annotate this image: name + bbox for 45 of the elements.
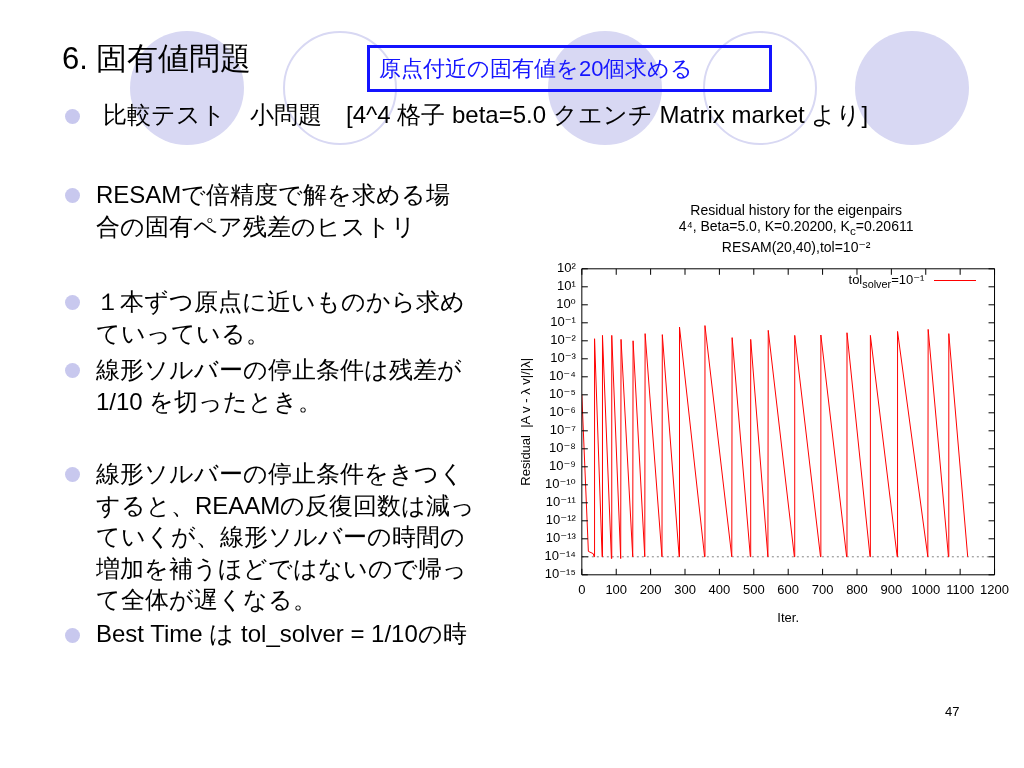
y-tick-label: 10⁻⁴ [548,368,576,384]
x-tick-label: 1200 [980,582,1009,598]
y-tick-label: 10⁻⁵ [549,386,576,402]
y-tick-label: 10¹ [557,278,577,294]
y-tick-label: 10⁻¹³ [545,530,577,546]
x-tick-label: 0 [578,582,586,598]
y-tick-label: 10⁻⁹ [548,458,576,474]
y-tick-label: 10⁻³ [550,350,577,366]
y-tick-label: 10⁻¹² [545,512,577,528]
x-tick-label: 1100 [946,582,975,598]
y-tick-label: 10⁻² [550,332,577,348]
x-tick-label: 700 [811,582,834,598]
x-tick-label: 500 [742,582,765,598]
y-tick-label: 10⁻¹ [550,314,577,330]
x-tick-label: 800 [846,582,868,598]
y-tick-label: 10² [557,260,577,276]
text: 比較テスト 小問題 [4^4 格子 beta=5.0 クエンチ Matrix market より] [103,100,869,130]
y-tick-label: 10⁻¹¹ [545,494,577,510]
y-tick-label: 10⁻⁶ [549,404,576,420]
y-tick-label: 10⁻¹⁵ [544,566,576,582]
x-tick-label: 300 [674,582,696,598]
y-tick-label: 10⁻¹⁰ [544,476,576,492]
text: 線形ソルバーの停止条件をきつくすると、REAAMの反復回数は減っていくが、線形ソルバーの時間の増加を補うほどではないので帰って全体が遅くなる。 [96,459,477,615]
text: 47 [945,704,960,721]
text: Best Time は tol_solver = 1/10の時 [96,619,468,648]
x-tick-label: 200 [639,582,662,598]
x-tick-label: 900 [880,582,903,598]
text: 原点付近の固有値を20個求める [367,45,772,92]
x-tick-label: 1000 [911,582,941,598]
text: 6. 固有値問題 [62,40,252,78]
x-tick-label: 600 [777,582,800,598]
x-tick-label: 400 [708,582,731,598]
y-tick-label: 10⁻⁸ [549,440,576,456]
text: RESAMで倍精度で解を求める場合の固有ペア残差のヒストリ [96,180,452,242]
text: 線形ソルバーの停止条件は残差が1/10 を切ったとき。 [96,355,463,417]
y-tick-label: 10⁻¹⁴ [544,548,576,564]
x-tick-label: 100 [605,582,628,598]
text: １本ずつ原点に近いものから求めていっている。 [96,287,466,349]
x-axis-title: Iter. [777,609,800,625]
y-axis-title: Residual |A v - λ v|/|λ| [518,357,534,486]
y-tick-label: 10⁰ [556,296,576,312]
y-tick-label: 10⁻⁷ [549,422,577,438]
chart-subtitle: 4⁴, Beta=5.0, K=0.20200, K$_{c}$=0.20611 RESAM(20,40),tol=10⁻² [678,218,914,255]
chart-title: Residual history for the eigenpairs [690,202,903,218]
text: tol$_{solver}$=10⁻¹ [848,271,925,290]
